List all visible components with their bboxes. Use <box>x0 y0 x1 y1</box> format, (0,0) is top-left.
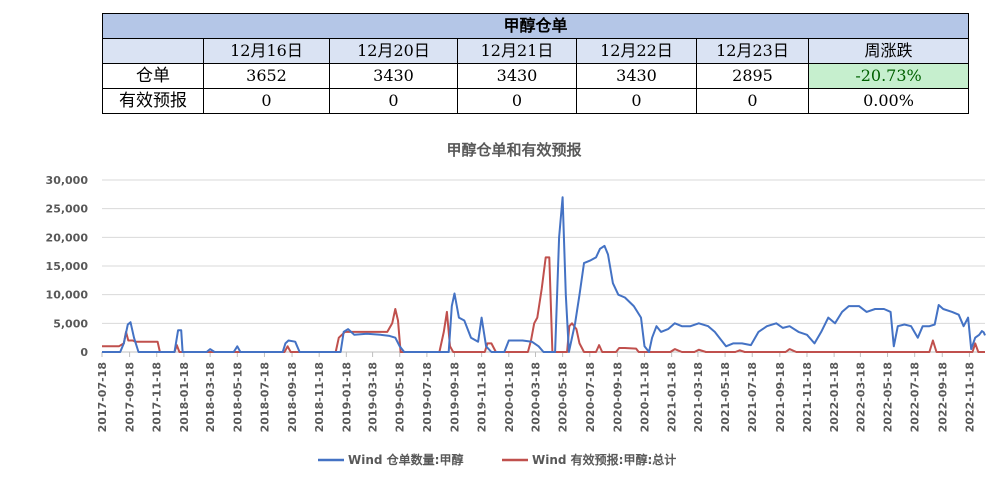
y-tick-label: 25,000 <box>46 203 89 216</box>
series-line <box>102 256 985 353</box>
weekly-change-cell: -20.73% <box>807 63 970 89</box>
y-tick-label: 0 <box>80 346 88 359</box>
table-cell: 0 <box>576 88 697 114</box>
x-tick-label: 2021-05-18 <box>719 362 732 432</box>
x-tick-label: 2019-07-18 <box>421 362 434 432</box>
weekly-change-cell: 0.00% <box>807 88 970 114</box>
table-title-row: 甲醇仓单 <box>101 13 970 39</box>
x-tick-label: 2017-07-18 <box>96 362 109 432</box>
y-tick-label: 20,000 <box>46 231 89 244</box>
header-corner <box>102 38 204 64</box>
x-tick-label: 2020-09-18 <box>611 362 624 432</box>
x-tick-label: 2021-07-18 <box>746 362 759 432</box>
table-header-row: 12月16日 12月20日 12月21日 12月22日 12月23日 周涨跌 <box>102 38 970 64</box>
x-tick-label: 2019-01-18 <box>340 362 353 432</box>
column-header: 12月20日 <box>329 38 458 64</box>
x-tick-label: 2019-03-18 <box>367 362 380 432</box>
table-row: 有效预报 0 0 0 0 0 0.00% <box>102 88 970 114</box>
table-cell: 0 <box>457 88 577 114</box>
table-title: 甲醇仓单 <box>101 13 970 39</box>
x-tick-label: 2018-09-18 <box>286 362 299 432</box>
x-tick-label: 2021-03-18 <box>692 362 705 432</box>
x-tick-label: 2021-11-18 <box>801 362 814 432</box>
x-axis-ticks: 2017-07-18 2017-09-18 2017-11-18 2018-01-18… <box>96 352 976 432</box>
table-cell: 0 <box>329 88 458 114</box>
chart-title: 甲醇仓单和有效预报 <box>446 141 581 159</box>
series-line <box>102 196 986 353</box>
x-tick-label: 2018-07-18 <box>258 362 271 432</box>
x-tick-label: 2017-09-18 <box>124 362 137 432</box>
x-tick-label: 2018-03-18 <box>204 362 217 432</box>
table-cell: 3652 <box>203 63 330 89</box>
x-tick-label: 2018-01-18 <box>178 362 191 432</box>
table-cell: 3430 <box>576 63 697 89</box>
row-label: 有效预报 <box>102 88 204 114</box>
x-tick-label: 2019-11-18 <box>476 362 489 432</box>
column-header: 12月21日 <box>457 38 577 64</box>
legend-label: Wind 仓单数量:甲醇 <box>348 452 463 467</box>
x-tick-label: 2022-11-18 <box>963 362 976 432</box>
x-tick-label: 2022-07-18 <box>909 362 922 432</box>
column-header: 12月22日 <box>576 38 697 64</box>
x-tick-label: 2022-05-18 <box>882 362 895 432</box>
y-tick-label: 15,000 <box>46 260 89 273</box>
x-tick-label: 2020-03-18 <box>529 362 542 432</box>
table-cell: 3430 <box>329 63 458 89</box>
table-row: 仓单 3652 3430 3430 3430 2895 -20.73% <box>102 63 970 89</box>
table-cell: 0 <box>203 88 330 114</box>
x-tick-label: 2017-11-18 <box>151 362 164 432</box>
x-tick-label: 2022-09-18 <box>936 362 949 432</box>
x-tick-label: 2021-09-18 <box>774 362 787 432</box>
table-cell: 0 <box>696 88 809 114</box>
x-tick-label: 2022-01-18 <box>828 362 841 432</box>
table-cell: 3430 <box>457 63 577 89</box>
grid-lines <box>102 179 985 353</box>
warehouse-receipt-table: 甲醇仓单 12月16日 12月20日 12月21日 12月22日 12月23日 … <box>101 13 970 114</box>
column-header: 12月23日 <box>696 38 809 64</box>
table-cell: 2895 <box>696 63 809 89</box>
column-header-weekly-change: 周涨跌 <box>807 38 970 64</box>
x-tick-label: 2020-11-18 <box>639 362 652 432</box>
line-chart: 甲醇仓单和有效预报 0 5,000 10,000 15,000 20,000 25,000… <box>46 141 986 467</box>
x-tick-label: 2018-05-18 <box>231 362 244 432</box>
series-lines <box>102 196 986 353</box>
y-tick-label: 10,000 <box>46 289 89 302</box>
column-header: 12月16日 <box>203 38 330 64</box>
y-axis-ticks: 0 5,000 10,000 15,000 20,000 25,000 30,000 <box>46 174 89 359</box>
legend-label: Wind 有效预报:甲醇:总计 <box>532 452 676 467</box>
x-tick-label: 2019-09-18 <box>448 362 461 432</box>
y-tick-label: 30,000 <box>46 174 89 187</box>
x-tick-label: 2018-11-18 <box>313 362 326 432</box>
y-tick-label: 5,000 <box>53 317 88 330</box>
x-tick-label: 2020-07-18 <box>584 362 597 432</box>
legend: Wind 仓单数量:甲醇 Wind 有效预报:甲醇:总计 <box>318 452 676 467</box>
x-tick-label: 2020-01-18 <box>503 362 516 432</box>
x-tick-label: 2020-05-18 <box>557 362 570 432</box>
x-tick-label: 2019-05-18 <box>394 362 407 432</box>
x-tick-label: 2022-03-18 <box>854 362 867 432</box>
row-label: 仓单 <box>102 63 204 89</box>
x-tick-label: 2021-01-18 <box>666 362 679 432</box>
